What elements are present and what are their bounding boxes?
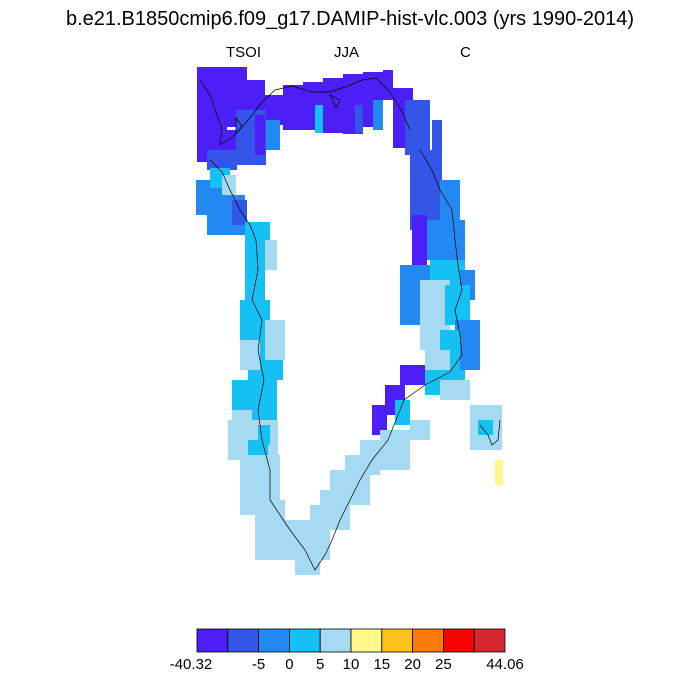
colorbar-boxes (196, 628, 506, 653)
coastline (479, 419, 501, 446)
grid-cell (265, 240, 277, 270)
colorbar-box (227, 628, 260, 653)
colorbar-labels: -40.32 -5 0 5 10 15 20 25 44.06 (170, 656, 524, 673)
grid-cell (383, 70, 393, 100)
units-label: C (460, 44, 471, 61)
grid-cell (266, 120, 280, 150)
colorbar-tick-label: 5 (316, 656, 324, 673)
colorbar-tick-label: 10 (343, 656, 360, 673)
grid-cell (495, 460, 503, 485)
grid-cell (372, 405, 387, 435)
coastline (209, 149, 463, 571)
grid-cell (315, 105, 323, 133)
grid-cell (295, 545, 320, 575)
coastline-layer (199, 77, 501, 571)
variable-label: TSOI (226, 44, 262, 61)
grid-cell (410, 420, 430, 440)
grid-cell (232, 200, 247, 225)
colorbar-tick-label: 0 (285, 656, 293, 673)
colorbar-box (473, 628, 506, 653)
colorbar-box (288, 628, 321, 653)
grid-cell (265, 95, 283, 125)
colorbar-box (381, 628, 413, 653)
season-label: JJA (334, 44, 360, 61)
grid-cell (330, 470, 370, 505)
grid-cell (265, 320, 285, 360)
grid-cell (355, 105, 363, 133)
grid-cell (373, 100, 383, 130)
colorbar-tick-label: 25 (435, 656, 452, 673)
grid-cell (478, 420, 493, 435)
grid-cell (283, 85, 303, 130)
grid-cell (255, 115, 265, 155)
grid-cell (400, 365, 425, 385)
grid-cell (207, 150, 237, 170)
grid-cell (440, 180, 460, 220)
grid-cell (432, 120, 442, 180)
colorbar-tick-label: 20 (404, 656, 421, 673)
colorbar-box (442, 628, 475, 653)
coastal-grid-cells (196, 67, 503, 575)
grid-cell (420, 220, 465, 260)
coastline (199, 77, 411, 146)
colorbar-box (412, 628, 444, 653)
colorbar-tick-label: 44.06 (486, 656, 524, 673)
colorbar-box (350, 628, 383, 653)
colorbar-tick-label: -5 (252, 656, 265, 673)
grid-cell (412, 215, 427, 265)
coastline (329, 94, 341, 109)
colorbar-box (258, 628, 290, 653)
grid-cell (395, 400, 410, 425)
grid-cell (240, 340, 260, 370)
plot-title: b.e21.B1850cmip6.f09_g17.DAMIP-hist-vlc.… (65, 8, 635, 30)
grid-cell (440, 380, 470, 400)
colorbar-tick-label: 15 (373, 656, 390, 673)
colorbar-box (196, 628, 229, 653)
grid-cell (360, 440, 400, 470)
grid-cell (445, 285, 470, 325)
colorbar-tick-label: -40.32 (170, 656, 213, 673)
colorbar-box (319, 628, 352, 653)
coastline (235, 116, 243, 136)
